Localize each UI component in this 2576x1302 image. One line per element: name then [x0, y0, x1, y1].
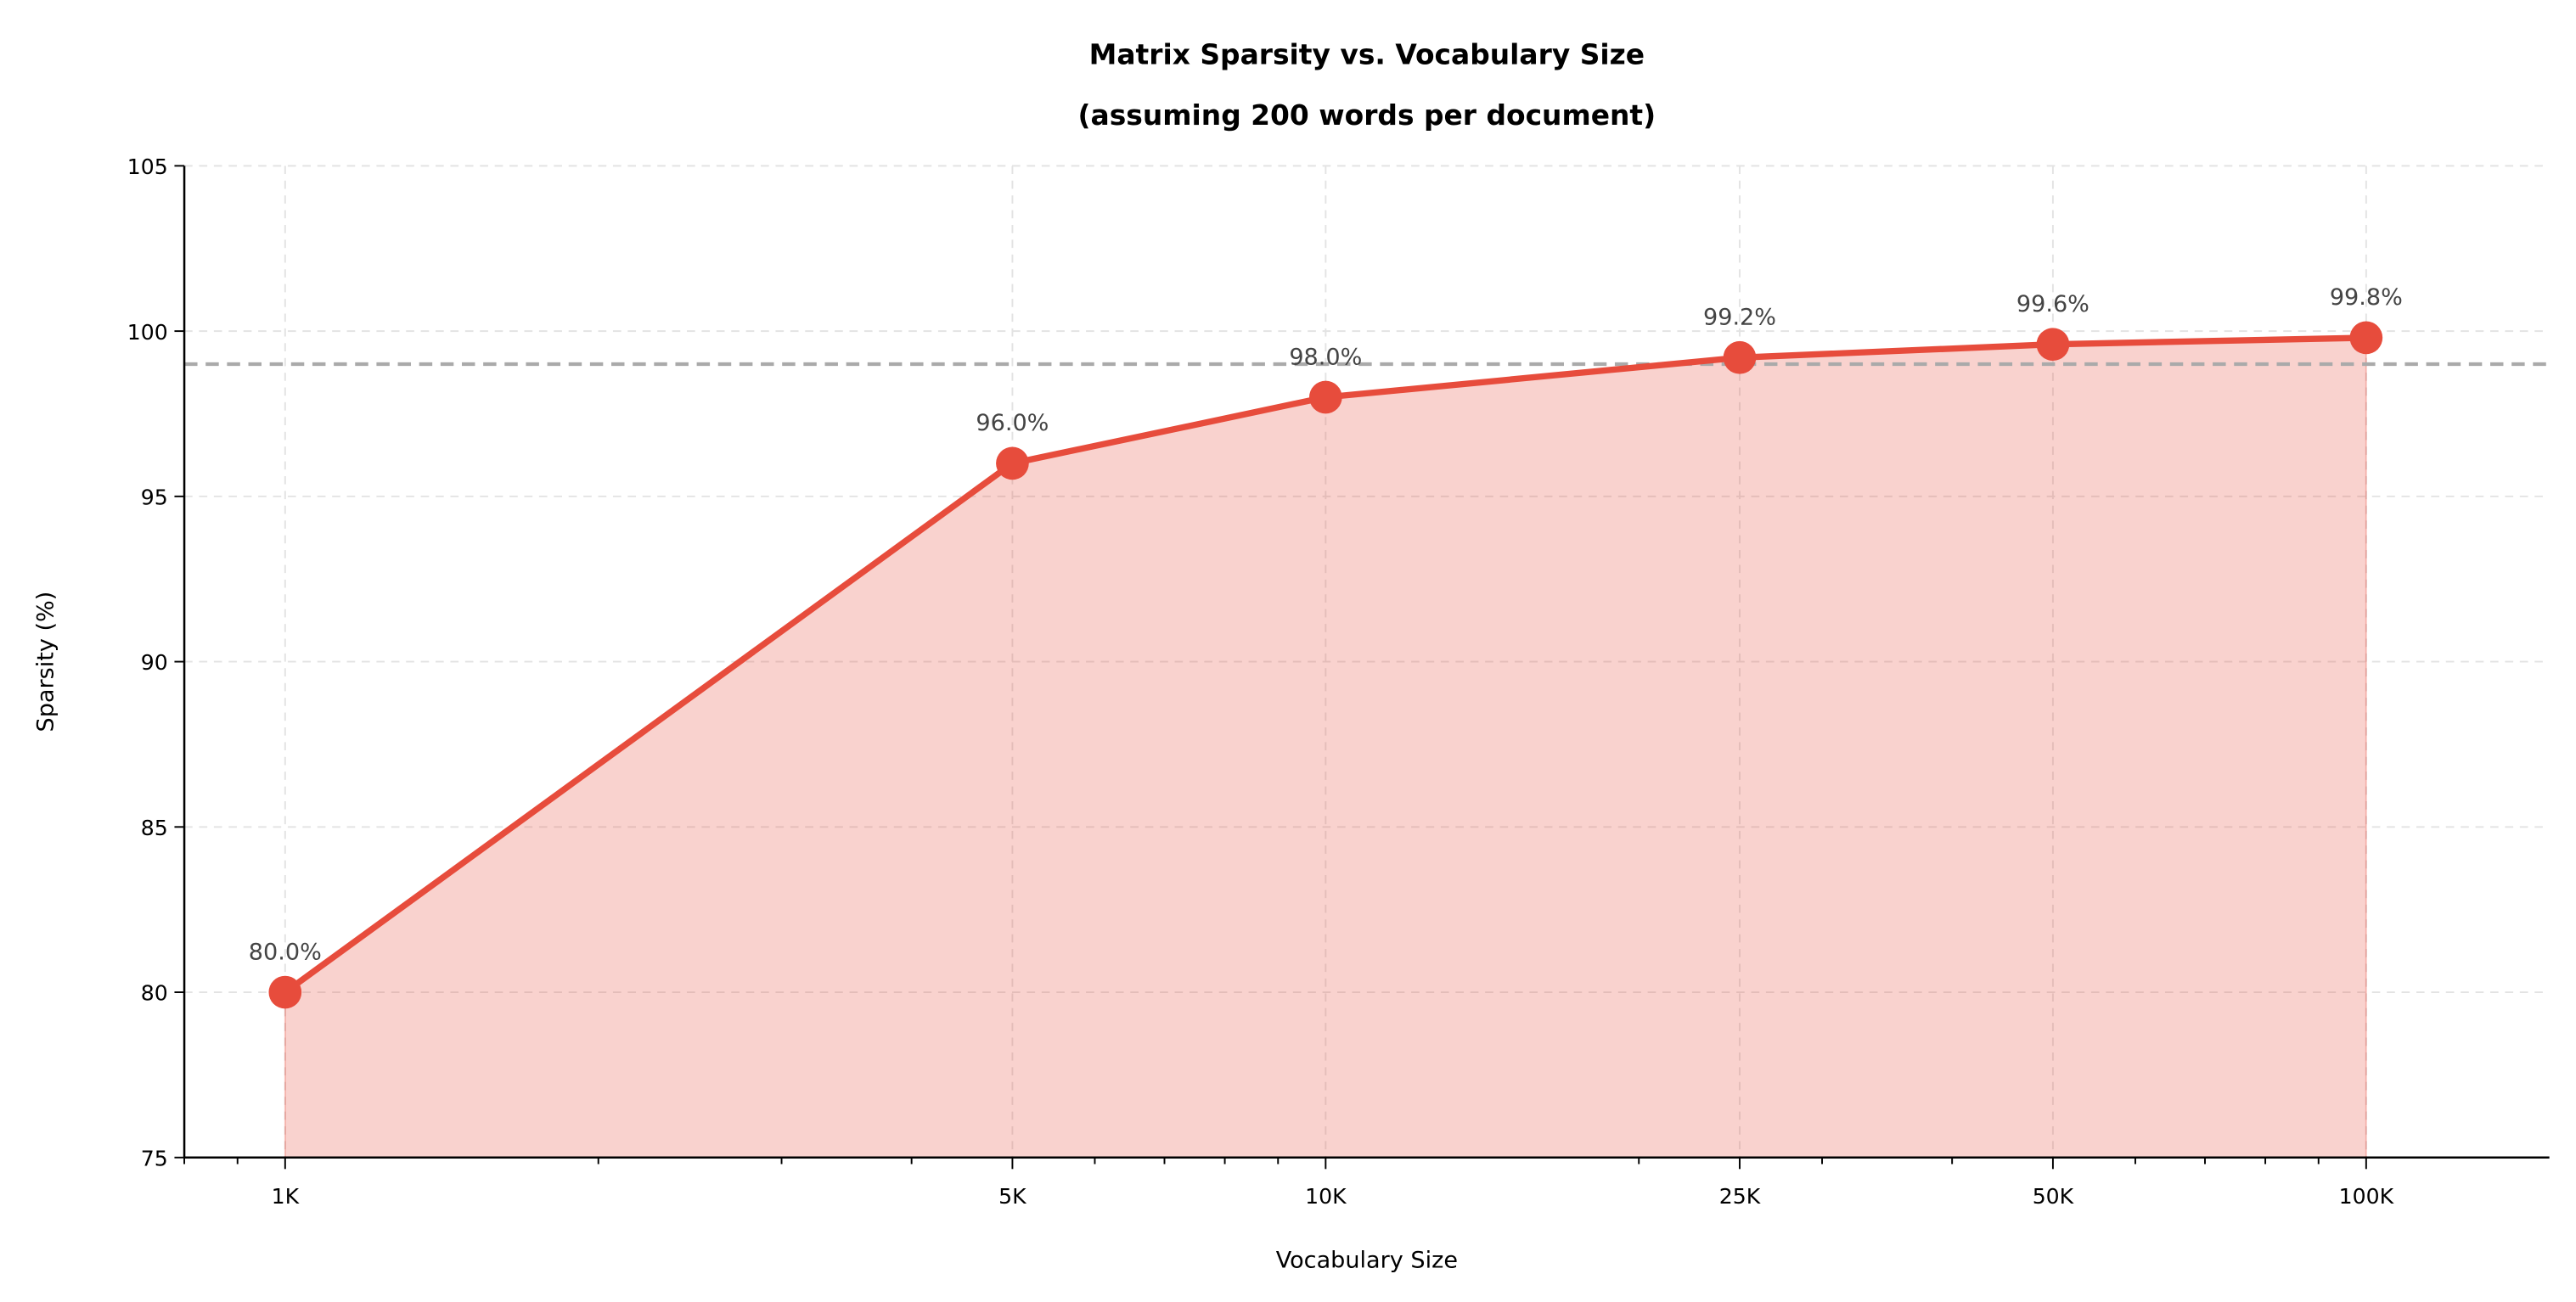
x-tick-label: 10K	[1305, 1184, 1347, 1209]
y-tick-label: 90	[141, 650, 168, 675]
x-axis-label: Vocabulary Size	[1276, 1247, 1458, 1273]
data-points	[268, 321, 2383, 1009]
data-point	[1723, 340, 1757, 374]
x-tick-label: 5K	[998, 1184, 1026, 1209]
data-label: 98.0%	[1289, 344, 1362, 370]
y-axis-label: Sparsity (%)	[32, 592, 59, 732]
x-tick-label: 25K	[1719, 1184, 1761, 1209]
data-point	[268, 975, 302, 1009]
y-tick-label: 95	[141, 485, 168, 510]
axes: 75 80 85 90 95 100 105 1K 5K 10K 25K 50K 100K	[127, 154, 2550, 1209]
data-label: 96.0%	[976, 410, 1049, 436]
data-label: 99.2%	[1703, 305, 1776, 331]
y-tick-label: 80	[141, 981, 168, 1006]
x-tick-label: 1K	[272, 1184, 300, 1209]
y-tick-label: 75	[141, 1146, 168, 1170]
data-labels: 80.0% 96.0% 98.0% 99.2% 99.6% 99.8%	[249, 284, 2403, 965]
data-point	[2036, 328, 2070, 362]
chart-title-line-2: (assuming 200 words per document)	[1078, 98, 1656, 132]
data-point	[2349, 321, 2383, 355]
data-label: 99.6%	[2016, 291, 2089, 317]
y-tick-label: 105	[127, 154, 168, 179]
series-polyline	[283, 334, 2366, 996]
data-point	[996, 446, 1029, 480]
series-line	[283, 334, 2366, 996]
area-fill	[284, 336, 2367, 1159]
fill-area	[284, 336, 2367, 1159]
data-point	[1308, 380, 1342, 414]
x-tick-label: 100K	[2339, 1184, 2394, 1209]
grid	[184, 165, 2550, 1159]
chart-title-line-1: Matrix Sparsity vs. Vocabulary Size	[1089, 37, 1645, 70]
y-tick-label: 85	[141, 816, 168, 840]
data-label: 80.0%	[249, 939, 322, 965]
x-tick-label: 50K	[2033, 1184, 2074, 1209]
y-tick-label: 100	[127, 320, 168, 345]
data-label: 99.8%	[2330, 284, 2403, 311]
